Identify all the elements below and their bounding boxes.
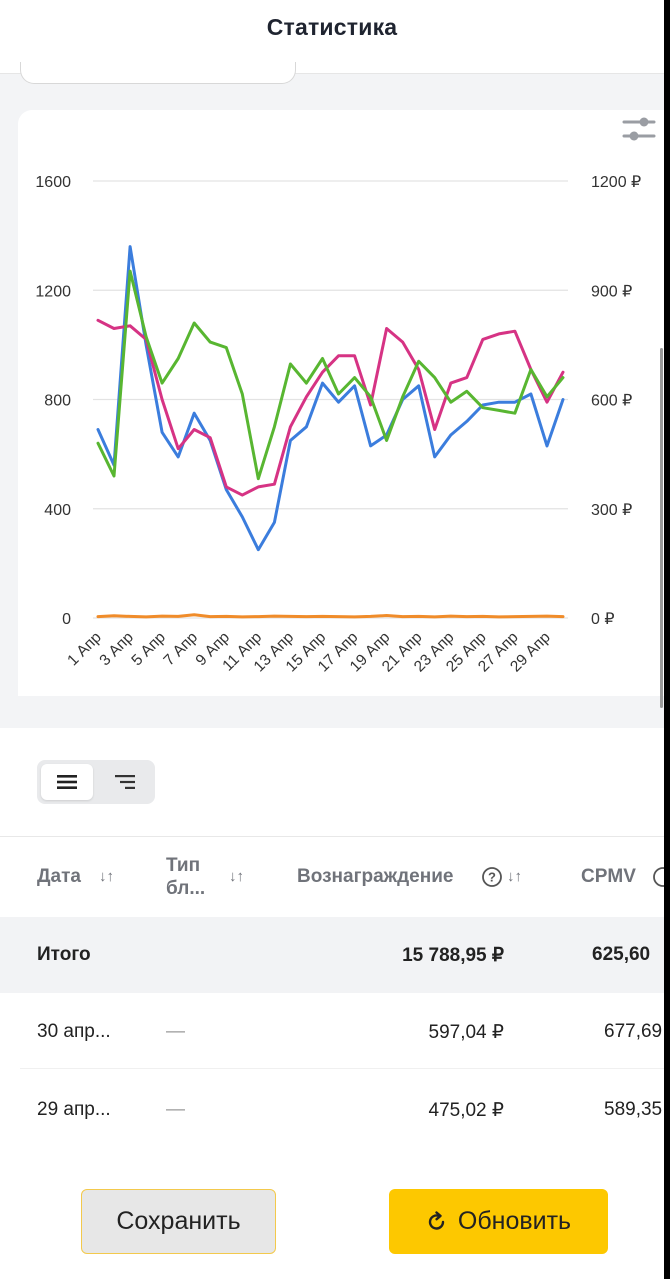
row-reward: 475,02 ₽ (428, 1100, 504, 1121)
row-block-type: — (166, 1099, 185, 1120)
sort-icon[interactable]: ↓↑ (99, 868, 114, 885)
sort-icon[interactable]: ↓↑ (507, 868, 522, 885)
row-cpmv: 677,69 (604, 1021, 663, 1042)
divider (0, 836, 664, 837)
chart-settings-icon[interactable] (620, 116, 656, 144)
list-view-button[interactable] (41, 764, 93, 800)
help-icon[interactable]: ? (481, 866, 503, 888)
y-right-tick-label: 300 ₽ (591, 502, 632, 519)
sort-icon[interactable]: ↓↑ (229, 868, 244, 885)
y-right-tick-label: 0 ₽ (591, 611, 615, 628)
y-right-tick-label: 900 ₽ (591, 283, 632, 300)
series-line (96, 245, 565, 552)
column-header-cpmv[interactable]: CPMV (581, 866, 636, 887)
help-icon[interactable] (652, 866, 664, 888)
y-left-tick-label: 1200 (35, 283, 71, 300)
total-cpmv: 625,60 (592, 944, 651, 965)
series-line (96, 318, 565, 497)
y-left-tick-label: 400 (44, 502, 71, 519)
total-reward: 15 788,95 ₽ (402, 945, 504, 966)
refresh-button-label: Обновить (457, 1207, 572, 1235)
refresh-button[interactable]: Обновить (389, 1189, 608, 1254)
x-tick-label: 1 Апр (64, 629, 105, 670)
list-icon (57, 775, 77, 789)
x-tick-label: 5 Апр (128, 629, 169, 670)
svg-text:?: ? (488, 870, 496, 885)
column-header-reward[interactable]: Вознаграждение (297, 866, 454, 887)
y-left-tick-label: 1600 (35, 174, 71, 191)
tree-icon (115, 775, 135, 789)
row-divider (20, 1068, 664, 1069)
app-header: Статистика (0, 0, 664, 74)
row-reward: 597,04 ₽ (428, 1022, 504, 1043)
table-total-row (0, 917, 664, 993)
row-block-type: — (166, 1021, 185, 1042)
column-header-date[interactable]: Дата (37, 866, 81, 887)
y-right-tick-label: 600 ₽ (591, 393, 632, 410)
series-line (96, 613, 565, 619)
y-right-tick-label: 1200 ₽ (591, 174, 641, 191)
y-left-tick-label: 800 (44, 393, 71, 410)
chart-card: 0 0 ₽ 400 300 ₽ 800 600 ₽ 1200 900 ₽ 1600 1200 ₽ 1… (18, 110, 664, 696)
total-label: Итого (37, 944, 91, 965)
row-date: 29 апр... (37, 1099, 111, 1120)
tree-view-button[interactable] (99, 764, 151, 800)
series-line (96, 269, 565, 481)
y-left-tick-label: 0 (62, 611, 71, 628)
line-chart: 0 0 ₽ 400 300 ₽ 800 600 ₽ 1200 900 ₽ 1600 1200 ₽ 1… (35, 174, 641, 675)
save-button[interactable]: Сохранить (81, 1189, 276, 1254)
row-date: 30 апр... (37, 1021, 111, 1042)
page-scrollbar[interactable] (660, 348, 663, 708)
row-cpmv: 589,35 (604, 1099, 663, 1120)
x-tick-label: 7 Апр (161, 629, 202, 670)
column-header-block-type[interactable]: Тип бл... (166, 855, 206, 899)
refresh-icon (428, 1210, 445, 1230)
page-title: Статистика (266, 14, 398, 40)
view-toggle (37, 760, 155, 804)
x-tick-label: 3 Апр (96, 629, 137, 670)
period-filter-field[interactable] (20, 62, 296, 84)
